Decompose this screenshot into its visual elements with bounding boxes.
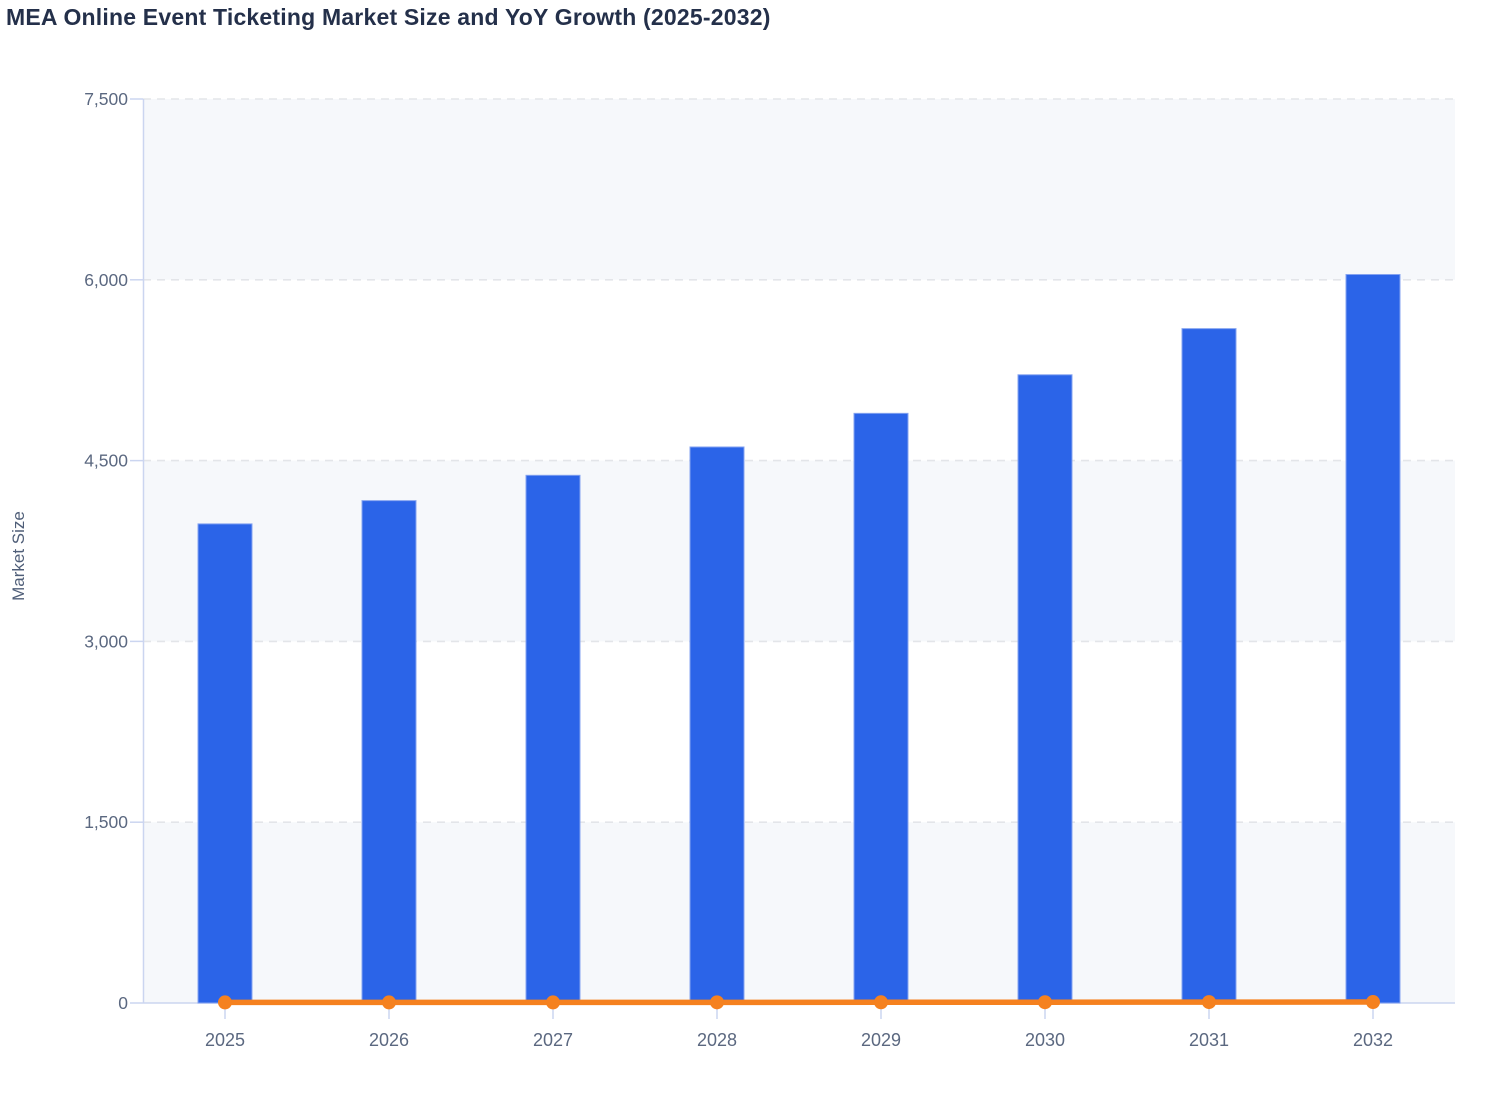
x-tick-label-2026: 2026 [369, 1030, 409, 1050]
y-tick-label-3000: 3,000 [84, 631, 128, 651]
x-tick-label-2032: 2032 [1353, 1030, 1393, 1050]
y-tick-label-0: 0 [118, 993, 128, 1013]
plot-band-0-1500 [143, 822, 1455, 1003]
plot-band-3000-4500 [143, 460, 1455, 642]
y-tick-label-1500: 1,500 [84, 812, 128, 832]
bar-2031[interactable] [1181, 328, 1237, 1004]
x-tick-label-2029: 2029 [861, 1030, 901, 1050]
y-tick-label-7500: 7,500 [84, 89, 128, 109]
bar-2029[interactable] [853, 412, 909, 1004]
x-tick-label-2028: 2028 [697, 1030, 737, 1050]
x-tick-label-2030: 2030 [1025, 1030, 1065, 1050]
bar-2027[interactable] [525, 474, 581, 1004]
bar-2028[interactable] [689, 446, 745, 1004]
y-tick-label-6000: 6,000 [84, 270, 128, 290]
bar-2025[interactable] [197, 523, 253, 1004]
yoy-dot-2029[interactable] [874, 995, 888, 1010]
x-tick-label-2025: 2025 [205, 1030, 245, 1050]
yoy-dot-2032[interactable] [1366, 995, 1380, 1010]
chart-title: MEA Online Event Ticketing Market Size a… [6, 4, 771, 30]
x-tick-label-2027: 2027 [533, 1030, 573, 1050]
y-tick-label-4500: 4,500 [84, 451, 128, 471]
yoy-dot-2026[interactable] [382, 995, 396, 1010]
yoy-dot-2028[interactable] [710, 995, 724, 1010]
yoy-dot-2025[interactable] [218, 995, 232, 1010]
bar-2026[interactable] [361, 500, 417, 1004]
bar-2032[interactable] [1345, 273, 1401, 1004]
yoy-dot-2031[interactable] [1202, 995, 1216, 1010]
yoy-dot-2030[interactable] [1038, 995, 1052, 1010]
x-tick-label-2031: 2031 [1189, 1030, 1229, 1050]
bar-2030[interactable] [1017, 374, 1073, 1004]
plot-band-6000-7500 [143, 99, 1455, 280]
yoy-dot-2027[interactable] [546, 995, 560, 1010]
